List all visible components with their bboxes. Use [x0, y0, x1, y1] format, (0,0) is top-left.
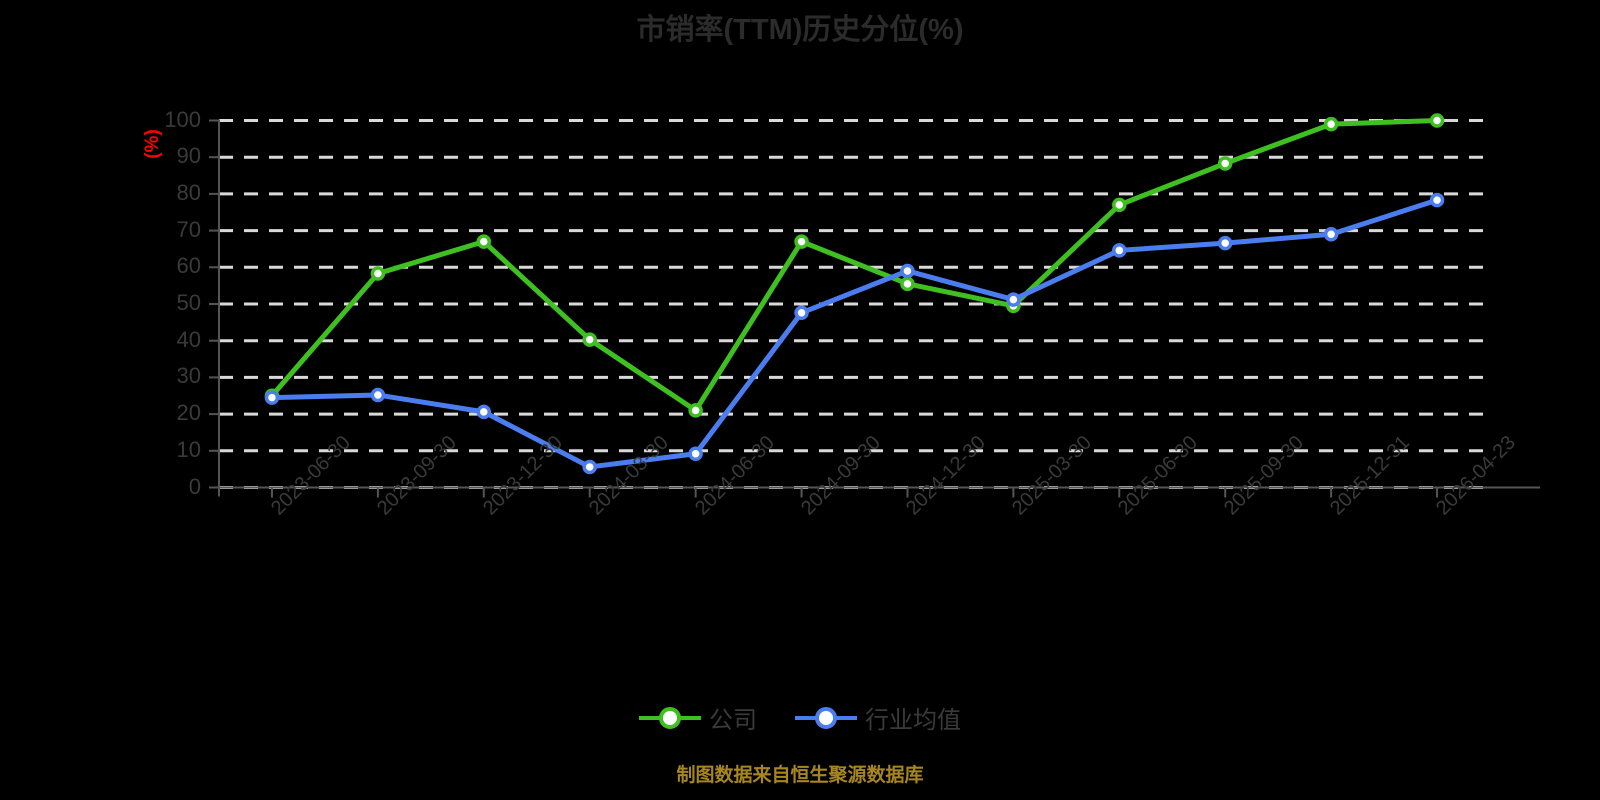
y-axis-tick-label: 80: [176, 179, 201, 205]
data-point-marker[interactable]: [370, 387, 386, 403]
circle-marker-icon: [659, 706, 681, 729]
y-axis-tick-label: 50: [176, 290, 201, 315]
y-axis-tick-label: 10: [176, 436, 201, 462]
data-point-marker[interactable]: [1323, 116, 1339, 132]
data-point-marker[interactable]: [1323, 227, 1339, 242]
y-axis-tick-label: 70: [176, 216, 201, 242]
data-point-marker[interactable]: [476, 234, 492, 249]
y-axis-tick-label: 40: [176, 326, 201, 352]
legend-swatch-industry-average: [795, 706, 857, 729]
y-axis-tick-label: 30: [176, 363, 201, 389]
data-point-marker[interactable]: [794, 234, 809, 249]
data-point-marker[interactable]: [1006, 292, 1021, 307]
y-axis-tick-label: 100: [164, 106, 201, 132]
data-point-marker[interactable]: [1217, 235, 1233, 251]
data-point-marker[interactable]: [370, 266, 386, 281]
data-point-marker[interactable]: [1429, 192, 1445, 208]
series-line-company: [269, 118, 1440, 413]
chart-title: 市销率(TTM)历史分位(%): [636, 14, 964, 46]
legend-item-industry-average[interactable]: 行业均值: [795, 700, 961, 735]
data-point-marker[interactable]: [1112, 243, 1127, 258]
data-point-marker[interactable]: [900, 276, 915, 292]
y-axis-tick-label: 20: [176, 400, 201, 426]
legend-label-company: 公司: [709, 707, 757, 734]
data-point-marker[interactable]: [688, 446, 703, 461]
legend-item-company[interactable]: 公司: [639, 700, 757, 735]
data-point-marker[interactable]: [264, 390, 280, 405]
chart-legend: 公司 行业均值: [0, 700, 1600, 735]
data-point-marker[interactable]: [1112, 197, 1127, 213]
data-point-marker[interactable]: [476, 404, 492, 420]
circle-marker-icon: [815, 706, 837, 729]
data-point-marker[interactable]: [794, 305, 809, 321]
data-point-marker[interactable]: [582, 459, 597, 475]
data-point-marker[interactable]: [900, 263, 915, 279]
data-point-marker[interactable]: [1429, 113, 1445, 128]
legend-swatch-company: [639, 706, 701, 729]
y-axis-tick-label: 60: [176, 253, 201, 279]
y-axis-tick-label: 0: [188, 473, 201, 499]
data-point-marker[interactable]: [1217, 156, 1233, 171]
legend-label-industry-average: 行业均值: [865, 707, 961, 734]
y-axis-tick-label: 90: [176, 143, 201, 169]
data-point-marker[interactable]: [582, 332, 597, 347]
data-source-note: 制图数据来自恒生聚源数据库: [676, 765, 924, 786]
series-line-industry-average: [269, 197, 1440, 470]
data-point-marker[interactable]: [688, 403, 703, 418]
